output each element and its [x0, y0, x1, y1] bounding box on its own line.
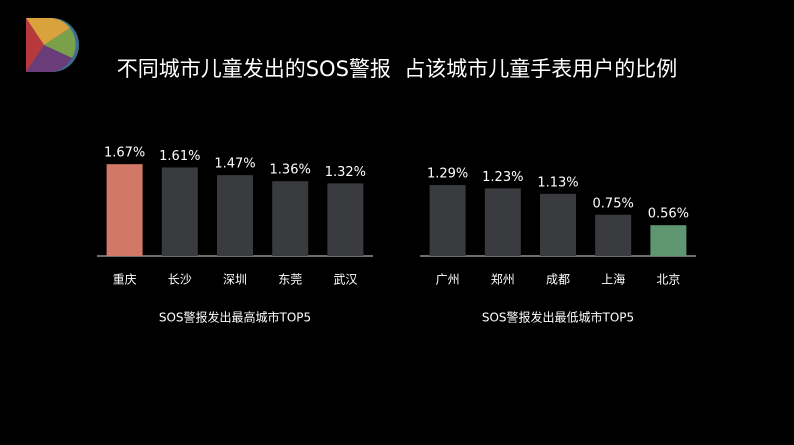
value-label: 0.56%: [648, 207, 689, 222]
bar: [650, 225, 687, 256]
value-label: 1.13%: [537, 175, 578, 190]
value-label: 1.61%: [159, 149, 200, 164]
logo-shape: [26, 18, 44, 72]
value-label: 0.75%: [593, 196, 634, 211]
x-tick-label: 武汉: [333, 273, 357, 287]
x-tick-label: 上海: [601, 272, 625, 287]
bar: [595, 214, 632, 256]
x-tick-label: 长沙: [168, 273, 192, 287]
value-label: 1.36%: [270, 163, 311, 178]
bar: [429, 185, 466, 256]
logo-shape: [44, 28, 76, 58]
value-label: 1.29%: [427, 167, 468, 182]
slide-title: 不同城市儿童发出的SOS警报 占该城市儿童手表用户的比例: [117, 57, 678, 81]
bar: [217, 175, 253, 256]
x-tick-label: 重庆: [113, 273, 137, 287]
x-axis-label: SOS警报发出最低城市TOP5: [482, 310, 634, 325]
x-tick-label: 广州: [436, 273, 460, 287]
logo-shape: [26, 45, 72, 72]
bar: [327, 183, 364, 256]
x-tick-label: 郑州: [491, 272, 515, 287]
x-axis-label: SOS警报发出最高城市TOP5: [159, 310, 311, 325]
bar: [484, 188, 521, 256]
logo: [26, 18, 79, 72]
bar: [161, 167, 198, 256]
bar: [106, 164, 143, 256]
value-label: 1.23%: [482, 170, 523, 185]
x-tick-label: 成都: [546, 273, 570, 287]
value-label: 1.32%: [325, 165, 366, 180]
x-tick-label: 东莞: [278, 273, 302, 287]
bar: [540, 193, 576, 256]
x-tick-label: 深圳: [223, 273, 247, 287]
logo-shape: [26, 18, 70, 45]
value-label: 1.67%: [104, 146, 145, 161]
value-label: 1.47%: [214, 157, 255, 172]
bar: [272, 181, 309, 256]
x-tick-label: 北京: [656, 273, 680, 287]
